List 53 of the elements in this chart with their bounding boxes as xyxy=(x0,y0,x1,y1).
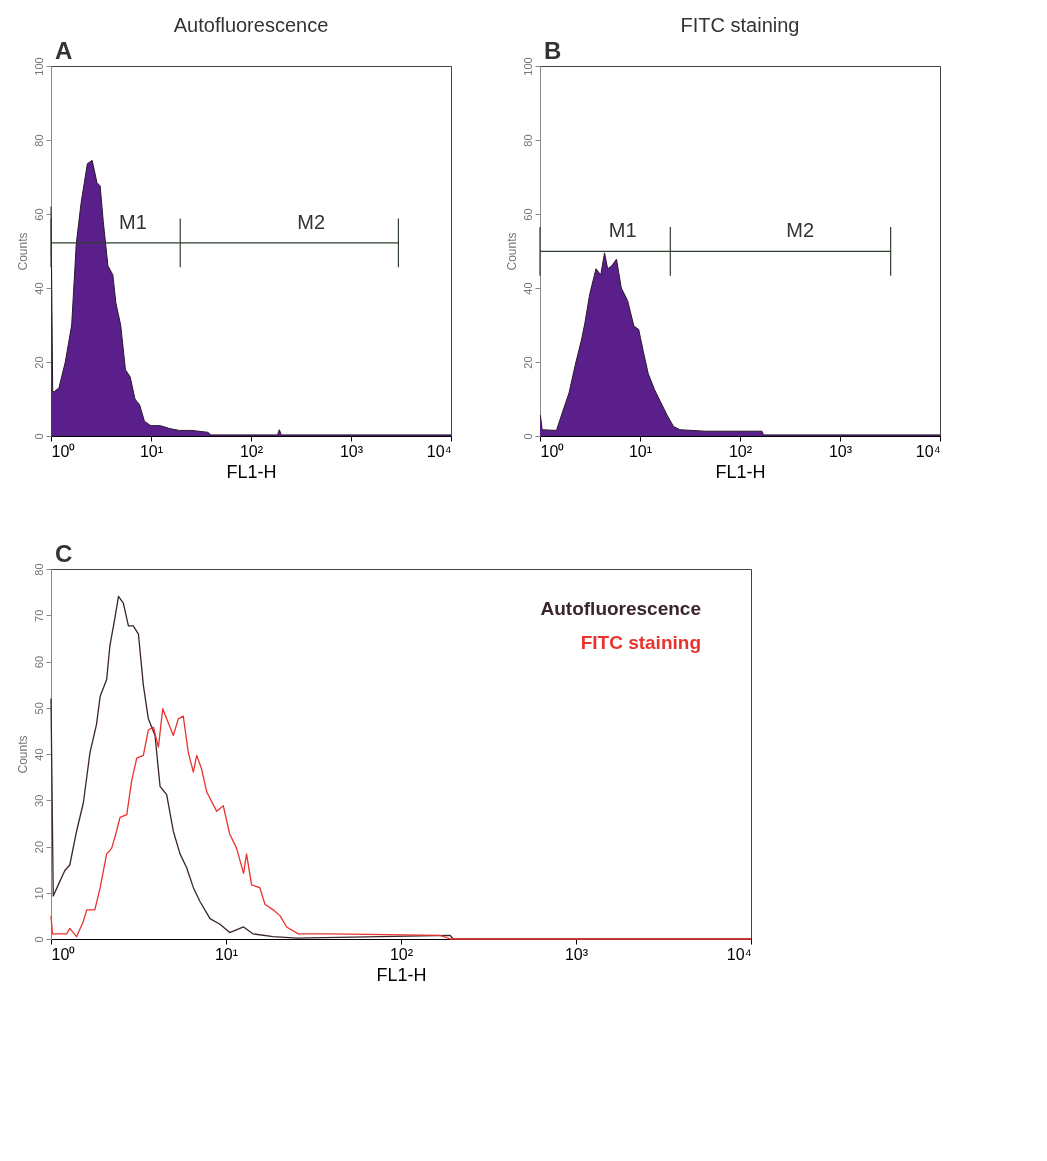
x-tick-label: 10⁰ xyxy=(51,945,76,963)
annotation: M2 xyxy=(297,210,326,233)
y-tick-label: 20 xyxy=(32,840,45,854)
x-tick-label: 10⁴ xyxy=(426,442,452,460)
x-tick-label: 10¹ xyxy=(628,442,653,460)
y-axis-title: Counts xyxy=(504,232,519,271)
annotation: M1 xyxy=(119,210,147,233)
y-tick-label: 40 xyxy=(32,282,45,295)
text: B xyxy=(544,37,562,64)
y-tick-label: 60 xyxy=(32,208,45,221)
y-tick-label: 80 xyxy=(32,134,45,147)
y-tick-label: 70 xyxy=(32,609,45,622)
chart-title: FITC staining xyxy=(680,14,800,36)
x-tick-label: 10³ xyxy=(828,442,853,460)
x-tick-label: 10² xyxy=(239,442,264,460)
y-tick-label: 10 xyxy=(32,887,45,900)
y-tick-label: 100 xyxy=(32,57,45,76)
y-tick-label: 20 xyxy=(521,356,534,369)
x-tick-label: 10¹ xyxy=(214,945,239,963)
annotation: M2 xyxy=(786,219,815,242)
text: Autofluorescence xyxy=(540,598,701,619)
text: FITC staining xyxy=(580,632,701,653)
y-tick-label: 40 xyxy=(521,282,534,295)
x-tick-label: 10³ xyxy=(564,945,589,963)
x-tick-label: 10⁰ xyxy=(51,442,76,460)
annotation: M1 xyxy=(608,219,637,242)
y-tick-label: 50 xyxy=(32,702,45,715)
y-tick-label: 100 xyxy=(521,57,534,76)
y-tick-label: 0 xyxy=(32,433,45,440)
y-tick-label: 0 xyxy=(32,936,45,943)
x-tick-label: 10² xyxy=(389,945,414,963)
x-axis-title: FL1-H xyxy=(715,461,766,482)
y-tick-label: 60 xyxy=(521,208,534,221)
text: C xyxy=(55,540,73,567)
text: A xyxy=(55,37,73,64)
y-tick-label: 20 xyxy=(32,356,45,369)
y-tick-label: 80 xyxy=(521,134,534,147)
x-tick-label: 10⁴ xyxy=(915,442,941,460)
x-tick-label: 10² xyxy=(728,442,753,460)
x-tick-label: 10³ xyxy=(339,442,364,460)
x-tick-label: 10⁰ xyxy=(540,442,565,460)
x-tick-label: 10¹ xyxy=(139,442,164,460)
x-axis-title: FL1-H xyxy=(376,964,427,985)
y-tick-label: 80 xyxy=(32,563,45,576)
y-tick-label: 0 xyxy=(521,433,534,440)
y-axis-title: Counts xyxy=(15,232,30,271)
x-axis-title: FL1-H xyxy=(226,461,277,482)
x-tick-label: 10⁴ xyxy=(726,945,752,963)
chart-title: Autofluorescence xyxy=(173,14,329,36)
y-tick-label: 30 xyxy=(32,794,45,807)
y-tick-label: 60 xyxy=(32,655,45,669)
y-tick-label: 40 xyxy=(32,748,45,761)
y-axis-title: Counts xyxy=(15,735,30,774)
